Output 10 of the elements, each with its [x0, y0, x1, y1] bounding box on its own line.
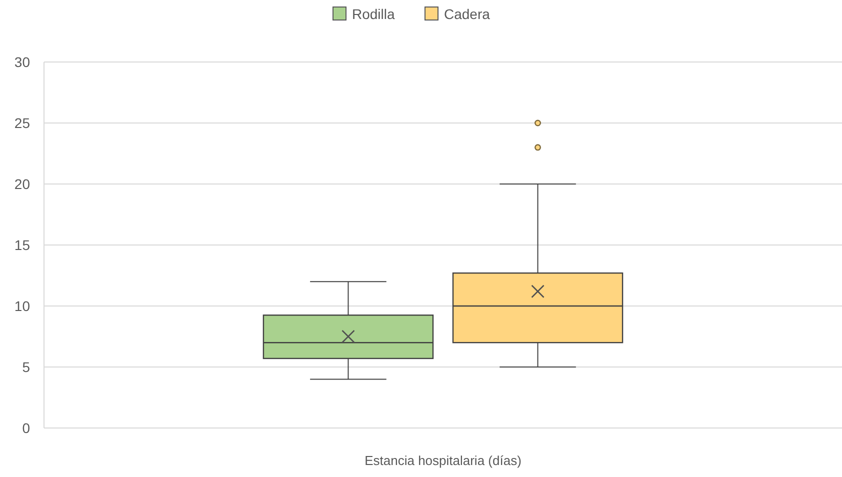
- y-tick-label: 0: [22, 420, 30, 436]
- y-tick-label: 15: [14, 236, 30, 253]
- x-axis-title: Estancia hospitalaria (días): [364, 453, 522, 468]
- y-tick-label: 25: [14, 114, 30, 131]
- y-tick-label: 5: [22, 358, 30, 375]
- y-tick-label: 20: [14, 176, 30, 192]
- legend-label: Rodilla: [352, 6, 396, 22]
- y-tick-label: 10: [14, 298, 30, 314]
- legend-label: Cadera: [444, 6, 490, 22]
- y-tick-label: 30: [14, 54, 30, 70]
